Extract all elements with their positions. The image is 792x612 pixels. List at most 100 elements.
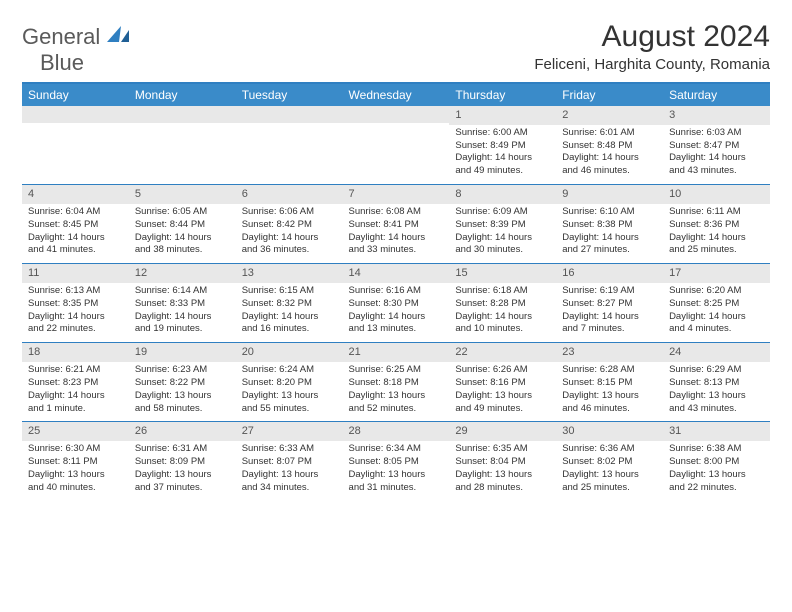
daylight-text: Daylight: 14 hours and 13 minutes. [349, 311, 444, 337]
daylight-text: Daylight: 14 hours and 27 minutes. [562, 232, 657, 258]
calendar-cell [343, 106, 450, 185]
day-number: 4 [22, 185, 129, 204]
calendar-week: 11Sunrise: 6:13 AMSunset: 8:35 PMDayligh… [22, 264, 770, 343]
page-subtitle: Feliceni, Harghita County, Romania [534, 56, 770, 73]
day-number: 20 [236, 343, 343, 362]
calendar-cell: 21Sunrise: 6:25 AMSunset: 8:18 PMDayligh… [343, 343, 450, 422]
day-number: 9 [556, 185, 663, 204]
sunset-text: Sunset: 8:49 PM [455, 140, 550, 153]
daylight-text: Daylight: 14 hours and 4 minutes. [669, 311, 764, 337]
cell-body: Sunrise: 6:10 AMSunset: 8:38 PMDaylight:… [556, 204, 663, 263]
cell-body: Sunrise: 6:08 AMSunset: 8:41 PMDaylight:… [343, 204, 450, 263]
sunrise-text: Sunrise: 6:09 AM [455, 206, 550, 219]
calendar-cell: 19Sunrise: 6:23 AMSunset: 8:22 PMDayligh… [129, 343, 236, 422]
calendar-week: 4Sunrise: 6:04 AMSunset: 8:45 PMDaylight… [22, 185, 770, 264]
daylight-text: Daylight: 14 hours and 36 minutes. [242, 232, 337, 258]
sunrise-text: Sunrise: 6:25 AM [349, 364, 444, 377]
daylight-text: Daylight: 14 hours and 33 minutes. [349, 232, 444, 258]
sunrise-text: Sunrise: 6:29 AM [669, 364, 764, 377]
cell-body [236, 123, 343, 131]
sunset-text: Sunset: 8:42 PM [242, 219, 337, 232]
calendar-week: 1Sunrise: 6:00 AMSunset: 8:49 PMDaylight… [22, 106, 770, 185]
page-title: August 2024 [534, 20, 770, 54]
sunrise-text: Sunrise: 6:13 AM [28, 285, 123, 298]
sunset-text: Sunset: 8:32 PM [242, 298, 337, 311]
day-number: 25 [22, 422, 129, 441]
calendar-body: 1Sunrise: 6:00 AMSunset: 8:49 PMDaylight… [22, 106, 770, 500]
day-header: Friday [556, 83, 663, 106]
sunrise-text: Sunrise: 6:18 AM [455, 285, 550, 298]
calendar-cell: 29Sunrise: 6:35 AMSunset: 8:04 PMDayligh… [449, 422, 556, 501]
daylight-text: Daylight: 14 hours and 22 minutes. [28, 311, 123, 337]
calendar-week: 18Sunrise: 6:21 AMSunset: 8:23 PMDayligh… [22, 343, 770, 422]
day-number: 5 [129, 185, 236, 204]
cell-body [22, 123, 129, 131]
calendar-cell: 1Sunrise: 6:00 AMSunset: 8:49 PMDaylight… [449, 106, 556, 185]
day-number: 10 [663, 185, 770, 204]
day-number: 30 [556, 422, 663, 441]
sunrise-text: Sunrise: 6:03 AM [669, 127, 764, 140]
calendar-cell: 31Sunrise: 6:38 AMSunset: 8:00 PMDayligh… [663, 422, 770, 501]
sunset-text: Sunset: 8:11 PM [28, 456, 123, 469]
calendar-cell [22, 106, 129, 185]
sunset-text: Sunset: 8:05 PM [349, 456, 444, 469]
calendar-cell: 22Sunrise: 6:26 AMSunset: 8:16 PMDayligh… [449, 343, 556, 422]
daylight-text: Daylight: 13 hours and 31 minutes. [349, 469, 444, 495]
calendar-cell: 18Sunrise: 6:21 AMSunset: 8:23 PMDayligh… [22, 343, 129, 422]
day-header: Wednesday [343, 83, 450, 106]
cell-body: Sunrise: 6:26 AMSunset: 8:16 PMDaylight:… [449, 362, 556, 421]
calendar-cell: 17Sunrise: 6:20 AMSunset: 8:25 PMDayligh… [663, 264, 770, 343]
sunset-text: Sunset: 8:30 PM [349, 298, 444, 311]
day-number: 31 [663, 422, 770, 441]
sunrise-text: Sunrise: 6:19 AM [562, 285, 657, 298]
calendar-cell: 3Sunrise: 6:03 AMSunset: 8:47 PMDaylight… [663, 106, 770, 185]
day-number: 12 [129, 264, 236, 283]
sunset-text: Sunset: 8:20 PM [242, 377, 337, 390]
cell-body: Sunrise: 6:18 AMSunset: 8:28 PMDaylight:… [449, 283, 556, 342]
sunset-text: Sunset: 8:48 PM [562, 140, 657, 153]
day-number: 1 [449, 106, 556, 125]
cell-body: Sunrise: 6:11 AMSunset: 8:36 PMDaylight:… [663, 204, 770, 263]
sunset-text: Sunset: 8:36 PM [669, 219, 764, 232]
calendar-cell: 20Sunrise: 6:24 AMSunset: 8:20 PMDayligh… [236, 343, 343, 422]
cell-body: Sunrise: 6:38 AMSunset: 8:00 PMDaylight:… [663, 441, 770, 500]
day-number: 8 [449, 185, 556, 204]
sunset-text: Sunset: 8:18 PM [349, 377, 444, 390]
daylight-text: Daylight: 14 hours and 7 minutes. [562, 311, 657, 337]
sunset-text: Sunset: 8:47 PM [669, 140, 764, 153]
daylight-text: Daylight: 14 hours and 43 minutes. [669, 152, 764, 178]
day-number: 23 [556, 343, 663, 362]
daylight-text: Daylight: 13 hours and 34 minutes. [242, 469, 337, 495]
cell-body: Sunrise: 6:34 AMSunset: 8:05 PMDaylight:… [343, 441, 450, 500]
cell-body: Sunrise: 6:16 AMSunset: 8:30 PMDaylight:… [343, 283, 450, 342]
day-number: 26 [129, 422, 236, 441]
day-number: 7 [343, 185, 450, 204]
sunrise-text: Sunrise: 6:31 AM [135, 443, 230, 456]
sunrise-text: Sunrise: 6:15 AM [242, 285, 337, 298]
daylight-text: Daylight: 14 hours and 16 minutes. [242, 311, 337, 337]
sunrise-text: Sunrise: 6:28 AM [562, 364, 657, 377]
daylight-text: Daylight: 14 hours and 30 minutes. [455, 232, 550, 258]
sunset-text: Sunset: 8:39 PM [455, 219, 550, 232]
cell-body: Sunrise: 6:23 AMSunset: 8:22 PMDaylight:… [129, 362, 236, 421]
sunset-text: Sunset: 8:22 PM [135, 377, 230, 390]
daylight-text: Daylight: 14 hours and 49 minutes. [455, 152, 550, 178]
day-number: 6 [236, 185, 343, 204]
day-number: 22 [449, 343, 556, 362]
sunrise-text: Sunrise: 6:20 AM [669, 285, 764, 298]
sunset-text: Sunset: 8:07 PM [242, 456, 337, 469]
daylight-text: Daylight: 13 hours and 43 minutes. [669, 390, 764, 416]
cell-body: Sunrise: 6:30 AMSunset: 8:11 PMDaylight:… [22, 441, 129, 500]
cell-body: Sunrise: 6:06 AMSunset: 8:42 PMDaylight:… [236, 204, 343, 263]
cell-body: Sunrise: 6:13 AMSunset: 8:35 PMDaylight:… [22, 283, 129, 342]
sunrise-text: Sunrise: 6:10 AM [562, 206, 657, 219]
cell-body: Sunrise: 6:14 AMSunset: 8:33 PMDaylight:… [129, 283, 236, 342]
day-header: Thursday [449, 83, 556, 106]
cell-body: Sunrise: 6:20 AMSunset: 8:25 PMDaylight:… [663, 283, 770, 342]
daylight-text: Daylight: 13 hours and 58 minutes. [135, 390, 230, 416]
sunset-text: Sunset: 8:44 PM [135, 219, 230, 232]
daylight-text: Daylight: 14 hours and 10 minutes. [455, 311, 550, 337]
calendar-cell: 24Sunrise: 6:29 AMSunset: 8:13 PMDayligh… [663, 343, 770, 422]
calendar-cell: 10Sunrise: 6:11 AMSunset: 8:36 PMDayligh… [663, 185, 770, 264]
day-header: Sunday [22, 83, 129, 106]
